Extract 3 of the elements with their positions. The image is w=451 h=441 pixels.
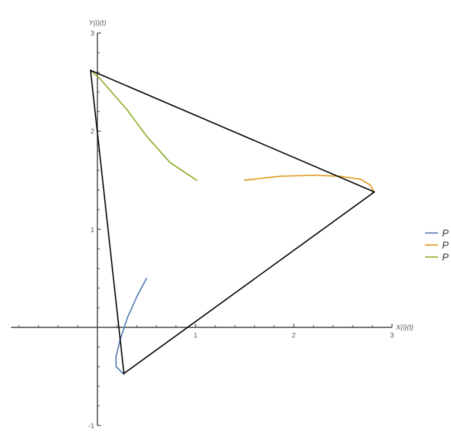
legend-label: P	[442, 228, 449, 240]
legend-label: P	[442, 240, 449, 252]
legend-label: P	[442, 252, 449, 264]
